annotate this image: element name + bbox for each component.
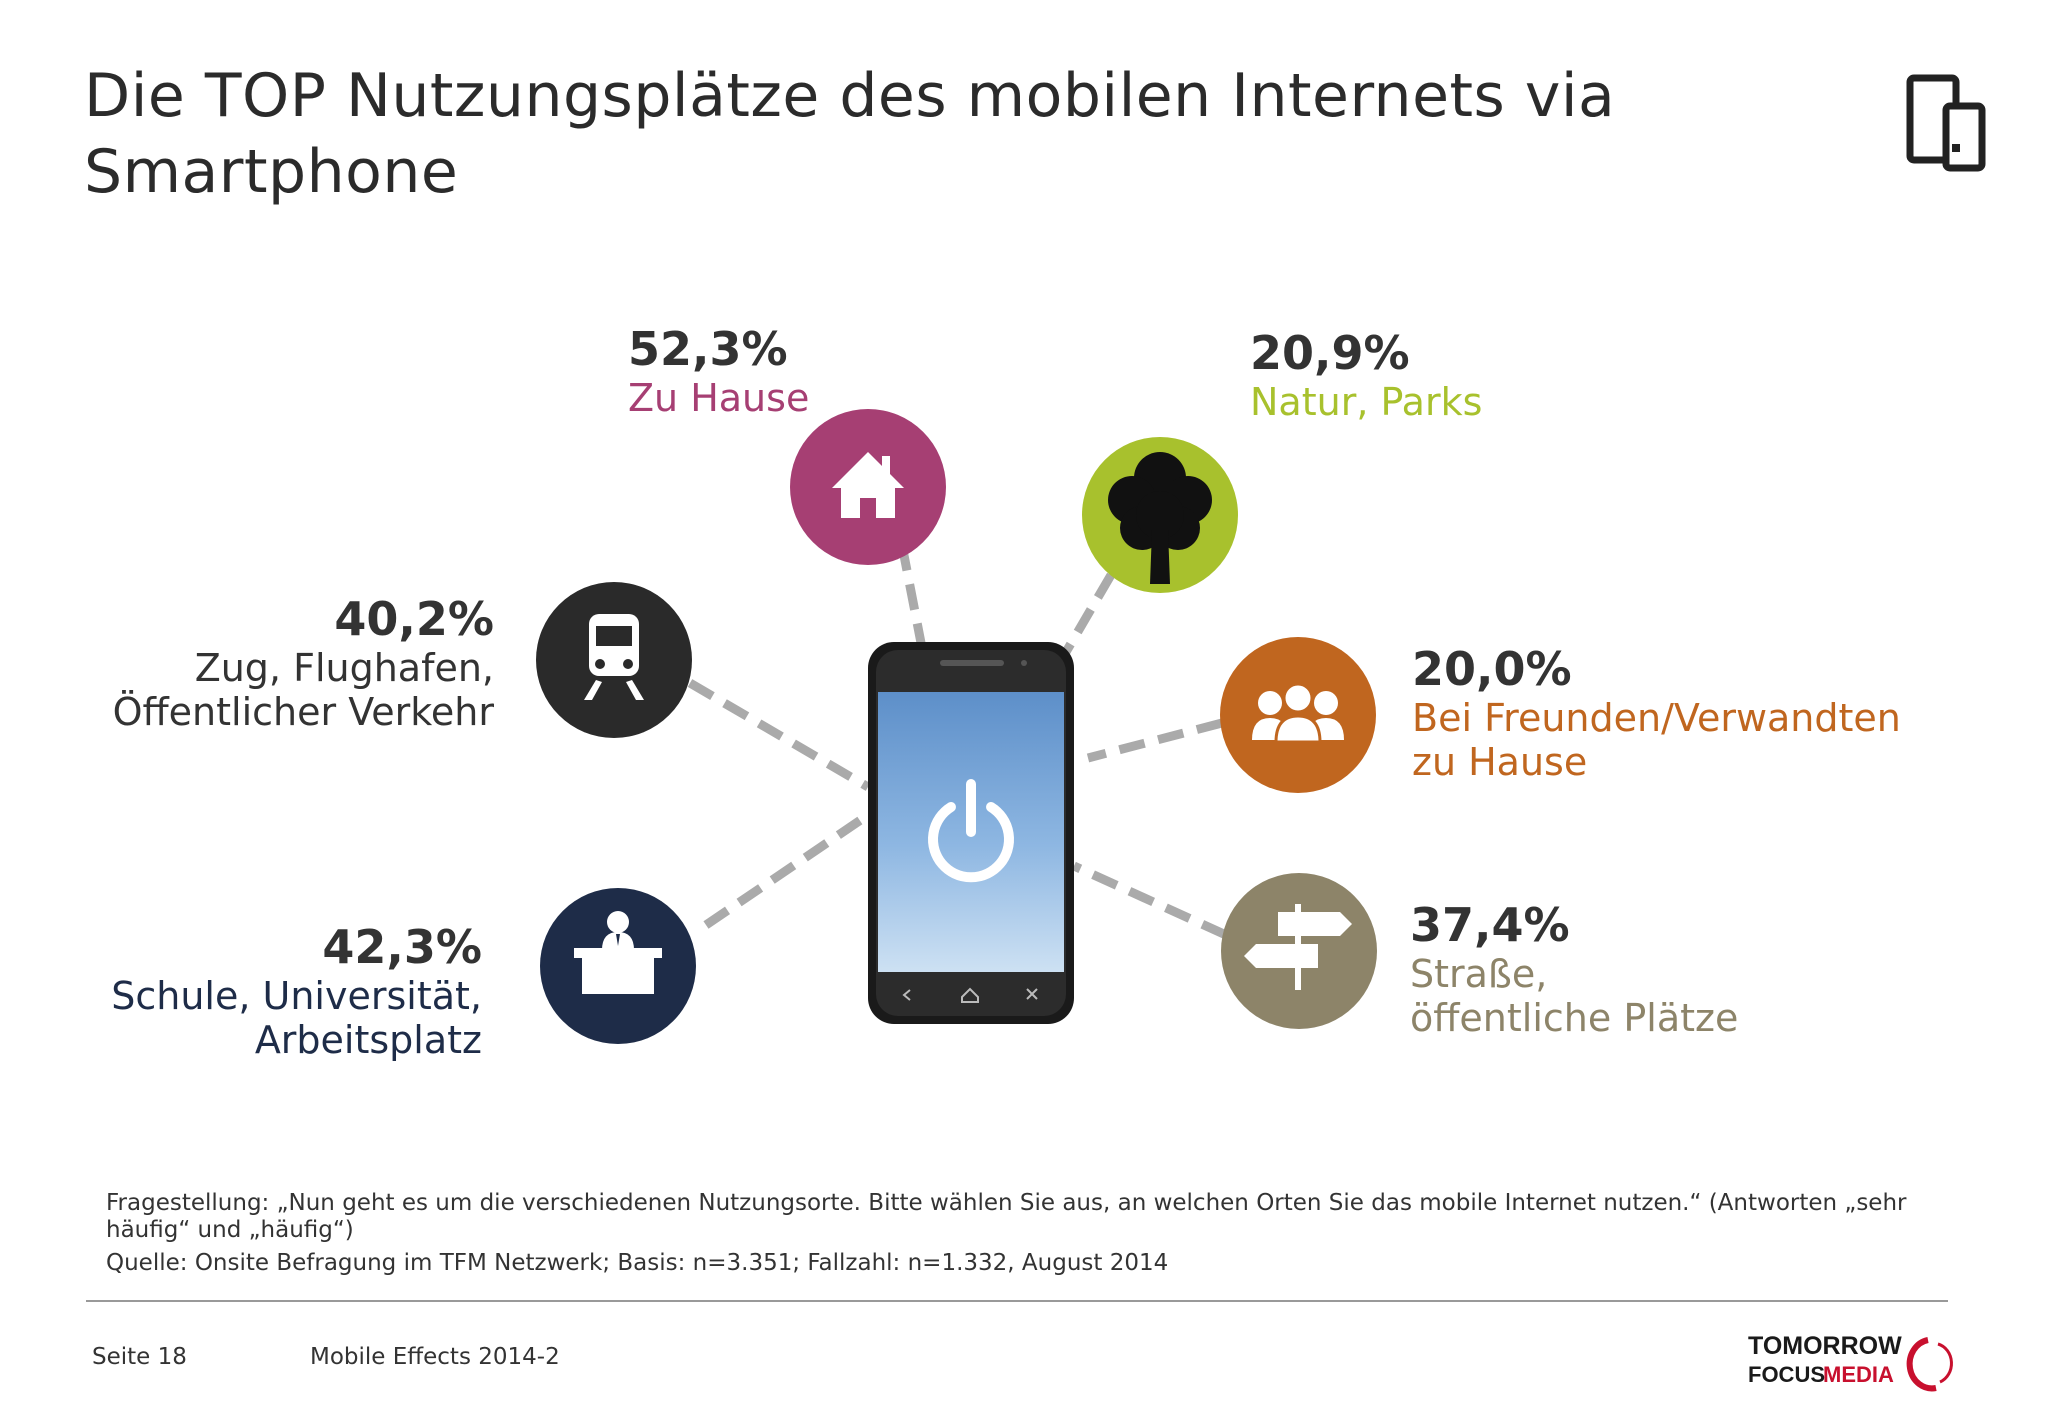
value-friends: 20,0%: [1412, 642, 1572, 696]
circle-nature: [1082, 437, 1238, 593]
label-home: Zu Hause: [628, 376, 810, 420]
train-icon: [584, 614, 644, 700]
logo-line-2a: FOCUS: [1748, 1362, 1825, 1387]
page-number: Seite 18: [92, 1344, 187, 1370]
desk-person-icon: [574, 911, 662, 994]
callout-street: 37,4% Straße, öffentliche Plätze: [1410, 898, 1738, 1040]
label-street-2: öffentliche Plätze: [1410, 996, 1739, 1040]
callout-work: 42,3% Schule, Universität, Arbeitsplatz: [94, 920, 482, 1062]
label-nature: Natur, Parks: [1250, 380, 1483, 424]
value-home: 52,3%: [628, 322, 788, 376]
infographic: [536, 409, 1377, 1044]
people-icon: [1252, 682, 1344, 744]
value-transit: 40,2%: [334, 592, 494, 646]
logo-line-2b: MEDIA: [1823, 1362, 1894, 1387]
survey-question: Fragestellung: „Nun geht es um die versc…: [106, 1190, 1907, 1243]
tomorrow-focus-media-logo: TOMORROW FOCUS MEDIA: [1748, 1332, 1953, 1392]
power-icon: [928, 779, 1014, 883]
house-icon: [832, 452, 904, 518]
circle-street: [1221, 873, 1377, 1029]
value-work: 42,3%: [322, 920, 482, 974]
value-nature: 20,9%: [1250, 326, 1410, 380]
label-friends-2: zu Hause: [1412, 740, 1588, 784]
callout-transit: 40,2% Zug, Flughafen, Öffentlicher Verke…: [94, 592, 494, 734]
report-name: Mobile Effects 2014-2: [310, 1344, 560, 1370]
footer-divider: [86, 1300, 1948, 1302]
circle-transit: [536, 582, 692, 738]
label-street-1: Straße,: [1410, 952, 1548, 996]
circle-work: [540, 888, 696, 1044]
value-street: 37,4%: [1410, 898, 1570, 952]
callout-home: 52,3% Zu Hause: [628, 322, 809, 420]
callout-friends: 20,0% Bei Freunden/Verwandten zu Hause: [1412, 642, 1901, 784]
circle-friends: [1220, 637, 1376, 793]
logo-swirl-icon: [1906, 1337, 1953, 1392]
label-friends-1: Bei Freunden/Verwandten: [1412, 696, 1901, 740]
label-transit-2: Öffentlicher Verkehr: [112, 690, 494, 734]
label-transit-1: Zug, Flughafen,: [194, 646, 494, 690]
callout-nature: 20,9% Natur, Parks: [1250, 326, 1482, 424]
label-work-1: Schule, Universität,: [111, 974, 482, 1018]
tablet-smartphone-icon: [1906, 74, 1986, 172]
page-title: Die TOP Nutzungsplätze des mobilen Inter…: [84, 61, 1616, 207]
smartphone-illustration: [868, 642, 1074, 1024]
label-work-2: Arbeitsplatz: [254, 1018, 482, 1062]
logo-line-1: TOMORROW: [1748, 1332, 1902, 1360]
circle-home: [790, 409, 946, 565]
source-note: Quelle: Onsite Befragung im TFM Netzwerk…: [106, 1250, 1169, 1276]
phone-nav-keys: [902, 987, 1038, 1003]
signpost-icon: [1244, 904, 1352, 990]
connector-lines: [687, 544, 1228, 940]
tree-icon: [1108, 452, 1212, 584]
